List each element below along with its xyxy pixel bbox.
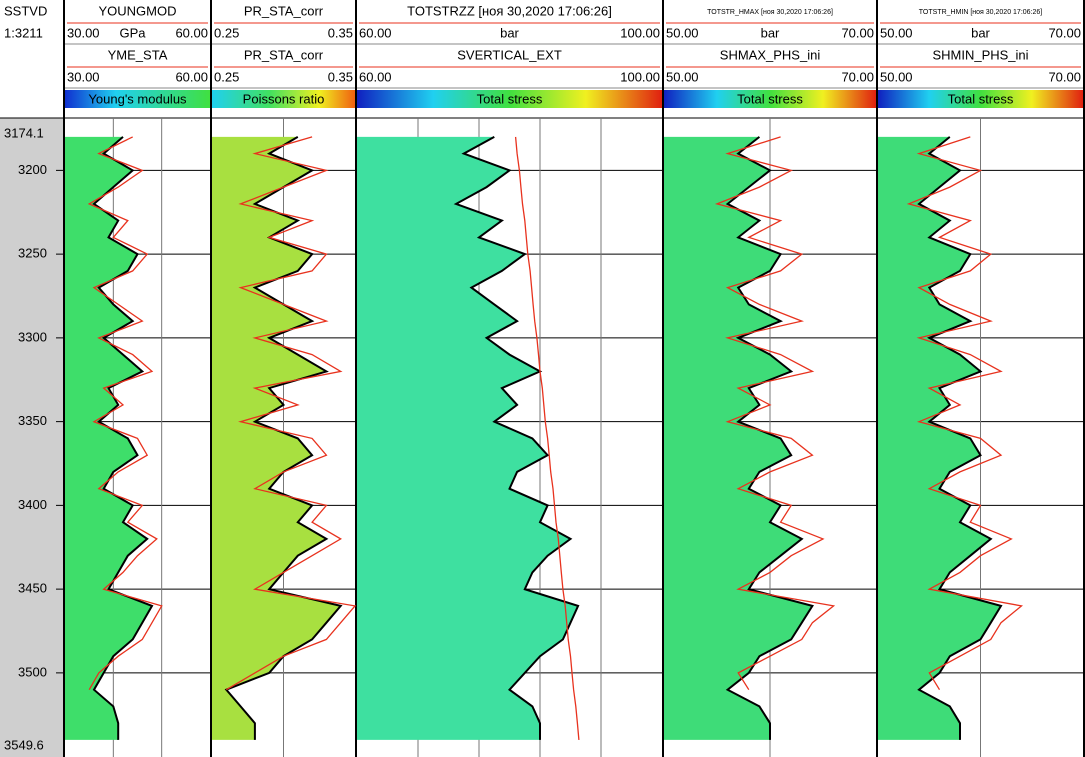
curve-fill xyxy=(357,136,579,740)
red-curve xyxy=(714,136,836,691)
scale-max: 60.00 xyxy=(175,69,208,84)
scale-max: 0.35 xyxy=(328,69,353,84)
color-bar-label: Total stress xyxy=(948,91,1014,106)
scale-min: 50.00 xyxy=(666,69,699,84)
black-curve xyxy=(917,136,1003,740)
color-bar-label: Poissons ratio xyxy=(243,91,325,106)
black-curve xyxy=(92,136,154,740)
curve-name: YOUNGMOD xyxy=(99,3,177,18)
red-curve xyxy=(514,136,580,740)
curve-fill xyxy=(878,136,1001,740)
curve-name: PR_STA_corr xyxy=(244,3,324,18)
curve-name: SHMIN_PHS_ini xyxy=(932,47,1028,62)
color-bar xyxy=(664,90,876,108)
depth-title: SSTVD xyxy=(4,3,47,18)
depth-top: 3174.1 xyxy=(4,125,44,140)
depth-tick-label: 3400 xyxy=(18,497,47,512)
scale-min: 0.25 xyxy=(214,69,239,84)
scale-unit: bar xyxy=(761,25,780,40)
scale-max: 70.00 xyxy=(1048,25,1081,40)
depth-tick-label: 3450 xyxy=(18,581,47,596)
curve-name: TOTSTRZZ [ноя 30,2020 17:06:26] xyxy=(407,3,612,18)
curve-name: TOTSTR_HMIN [ноя 30,2020 17:06:26] xyxy=(919,9,1043,16)
depth-tick-label: 3300 xyxy=(18,329,47,344)
red-curve xyxy=(225,136,357,691)
scale-min: 60.00 xyxy=(359,25,392,40)
depth-tick-label: 3200 xyxy=(18,162,47,177)
depth-track-bg xyxy=(0,118,64,757)
curve-name: TOTSTR_HMAX [ноя 30,2020 17:06:26] xyxy=(707,9,833,16)
depth-tick-label: 3350 xyxy=(18,413,47,428)
scale-min: 30.00 xyxy=(67,69,100,84)
scale-unit: bar xyxy=(500,25,519,40)
depth-tick-label: 3500 xyxy=(18,664,47,679)
curve-name: YME_STA xyxy=(108,47,168,62)
scale-max: 70.00 xyxy=(841,69,874,84)
color-bar-label: Total stress xyxy=(477,91,543,106)
curve-fill xyxy=(212,136,341,740)
scale-unit: bar xyxy=(971,25,990,40)
scale-min: 50.00 xyxy=(666,25,699,40)
curve-fill xyxy=(664,136,813,740)
color-bar xyxy=(878,90,1083,108)
scale-min: 50.00 xyxy=(880,25,913,40)
scale-max: 70.00 xyxy=(841,25,874,40)
black-curve xyxy=(453,136,580,740)
curve-name: SVERTICAL_EXT xyxy=(457,47,562,62)
color-bar-label: Young's modulus xyxy=(88,91,187,106)
depth-bottom: 3549.6 xyxy=(4,737,44,752)
black-curve xyxy=(725,136,814,740)
color-bar xyxy=(357,90,662,108)
depth-tick-label: 3250 xyxy=(18,246,47,261)
red-curve xyxy=(87,136,163,691)
curve-name: PR_STA_corr xyxy=(244,47,324,62)
curve-name: SHMAX_PHS_ini xyxy=(720,47,821,62)
scale-min: 50.00 xyxy=(880,69,913,84)
scale-max: 60.00 xyxy=(175,25,208,40)
color-bar xyxy=(212,90,355,108)
scale-max: 100.00 xyxy=(620,69,660,84)
scale-min: 60.00 xyxy=(359,69,392,84)
scale-max: 100.00 xyxy=(620,25,660,40)
scale-unit: GPa xyxy=(119,25,146,40)
color-bar xyxy=(65,90,210,108)
red-curve xyxy=(906,136,1024,691)
curve-fill xyxy=(65,136,152,740)
scale-max: 0.35 xyxy=(328,25,353,40)
scale-min: 30.00 xyxy=(67,25,100,40)
scale-max: 70.00 xyxy=(1048,69,1081,84)
scale-min: 0.25 xyxy=(214,25,239,40)
color-bar-label: Total stress xyxy=(737,91,803,106)
depth-scale: 1:3211 xyxy=(4,25,43,40)
